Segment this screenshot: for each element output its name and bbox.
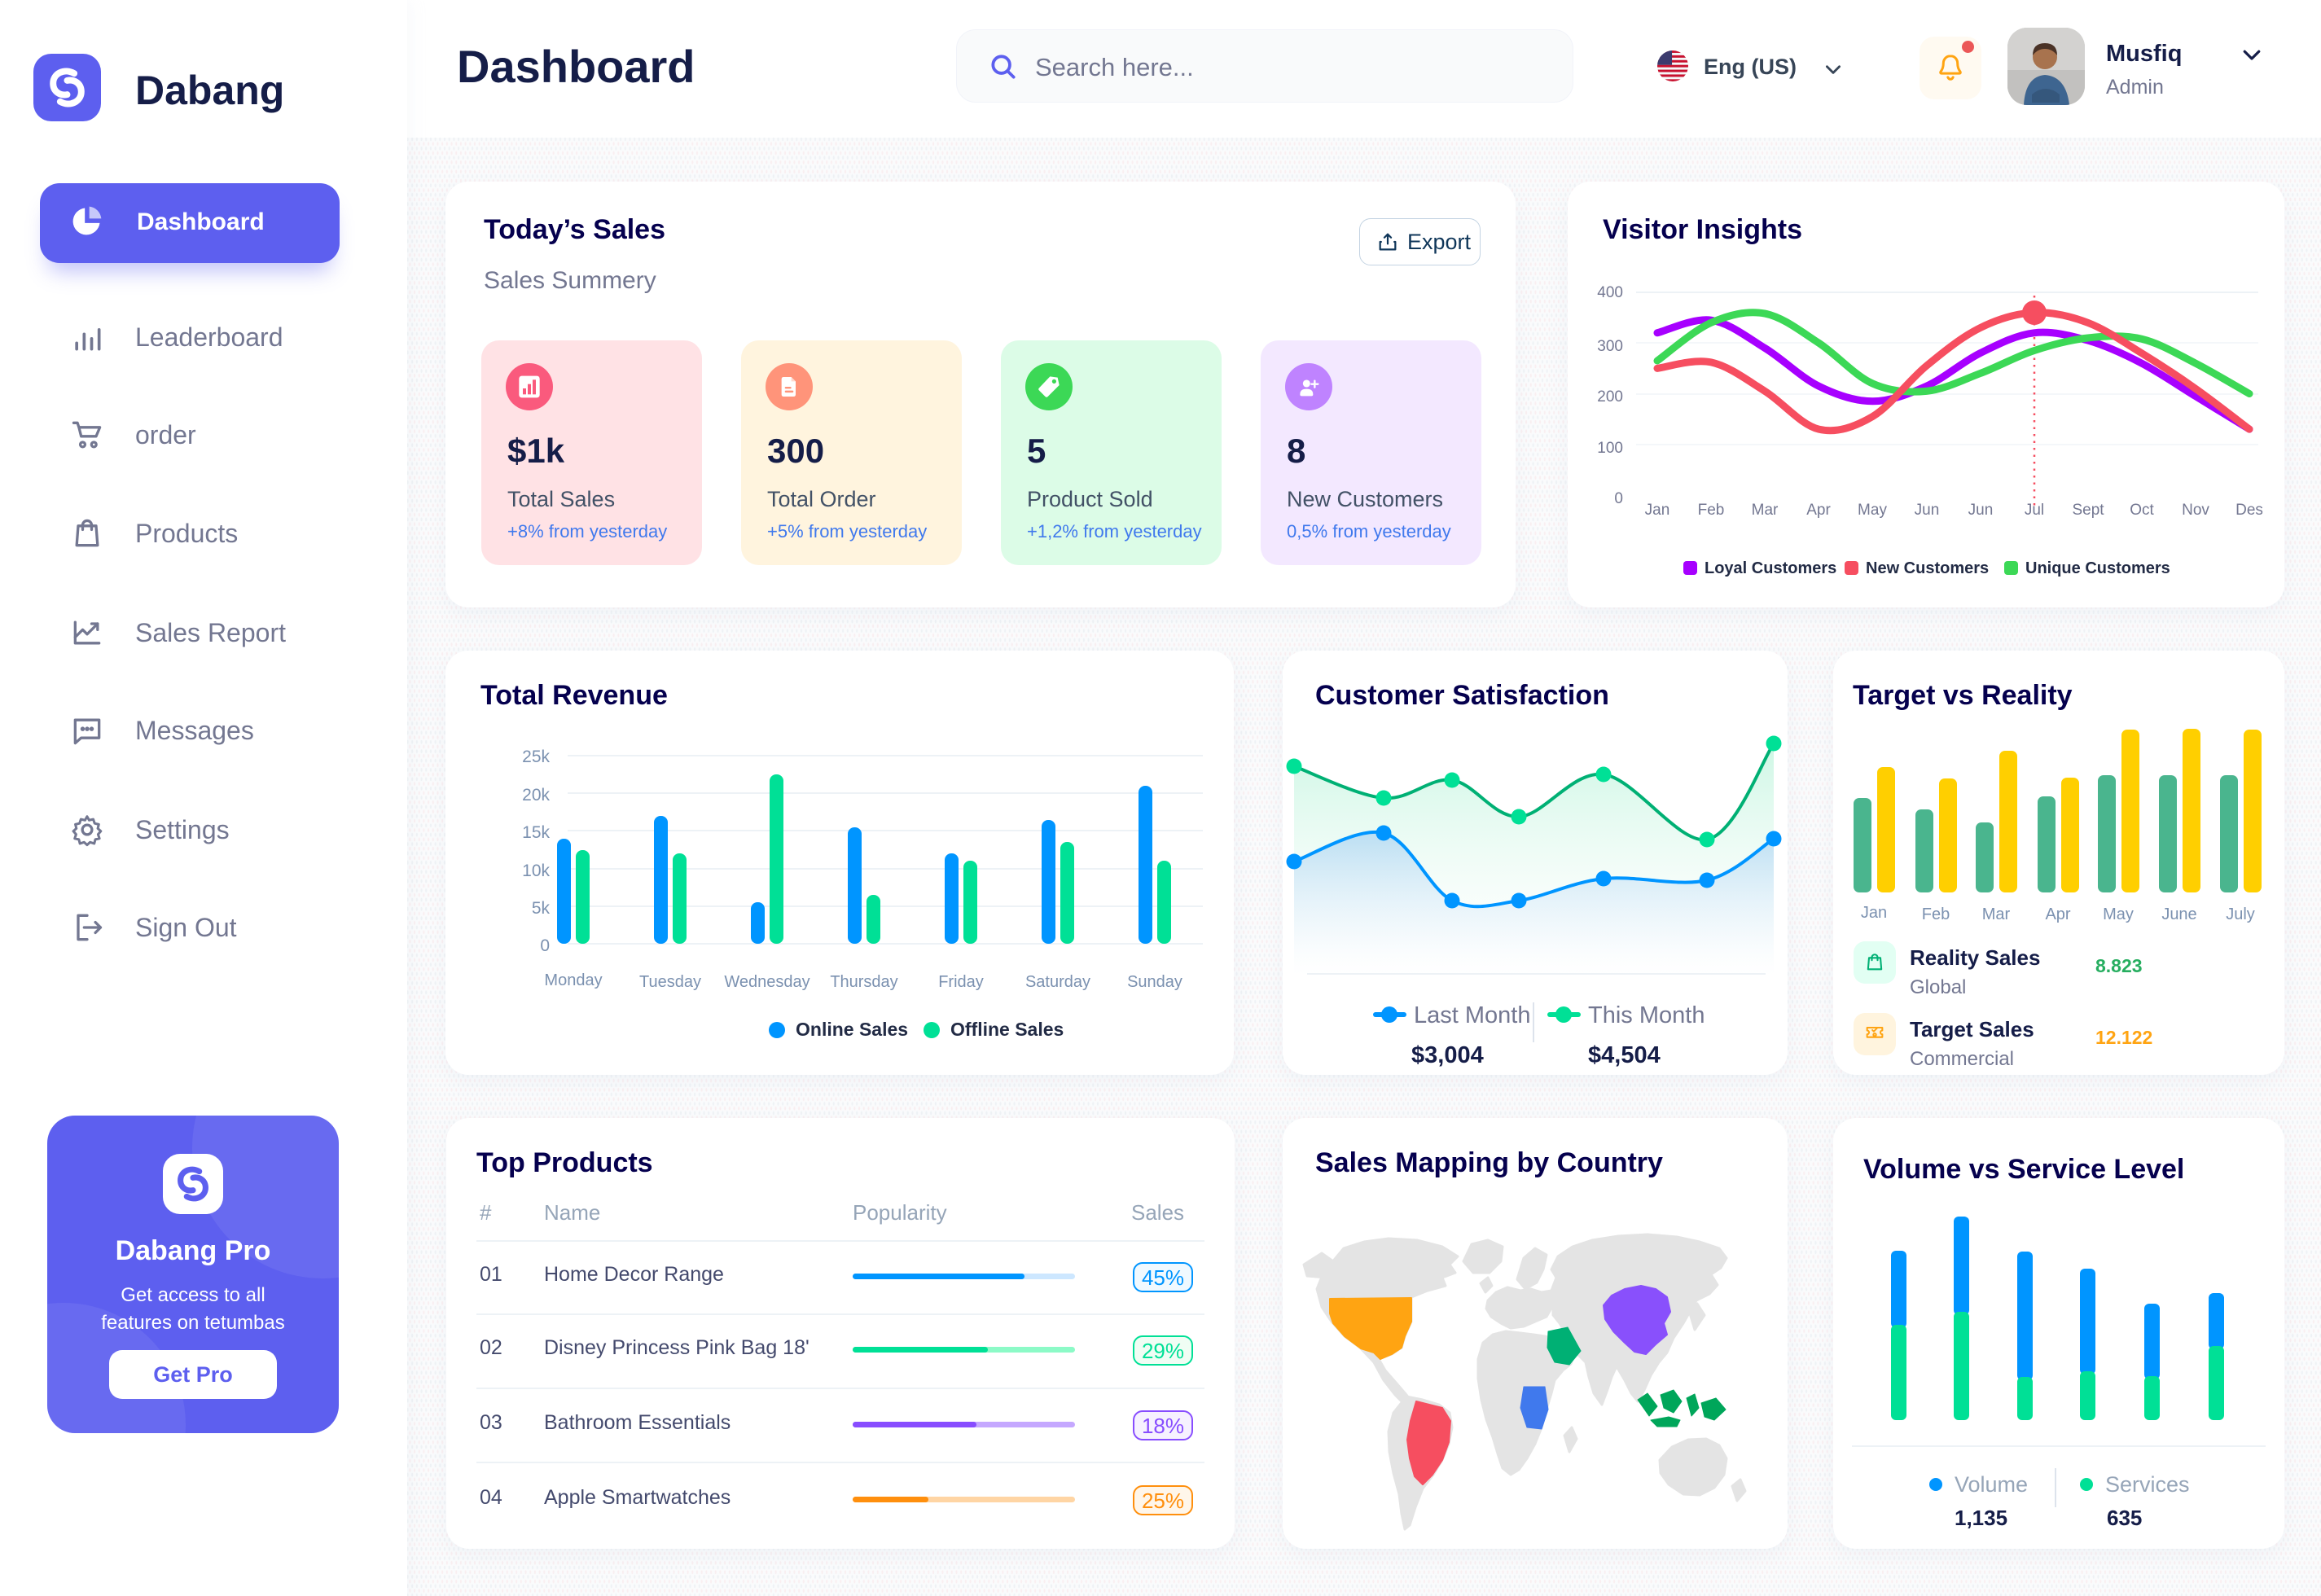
svg-text:Feb: Feb [1922, 905, 1950, 923]
svg-text:Feb: Feb [1698, 502, 1725, 519]
svg-text:Loyal Customers: Loyal Customers [1705, 559, 1836, 577]
svg-text:This Month: This Month [1588, 1002, 1705, 1028]
svg-text:$3,004: $3,004 [1411, 1042, 1484, 1068]
svg-text:Mar: Mar [1982, 905, 2011, 923]
svg-text:100: 100 [1597, 440, 1623, 457]
svg-text:May: May [2103, 905, 2134, 923]
svg-text:Tuesday: Tuesday [639, 973, 701, 991]
svg-text:Last Month: Last Month [1414, 1002, 1530, 1028]
svg-text:Jul: Jul [2025, 502, 2044, 519]
svg-text:Offline Sales: Offline Sales [950, 1019, 1064, 1040]
svg-text:Des: Des [2235, 502, 2263, 519]
svg-text:Saturday: Saturday [1025, 973, 1090, 991]
svg-text:Jun: Jun [1915, 502, 1940, 519]
svg-text:15k: 15k [522, 823, 550, 842]
svg-text:Sunday: Sunday [1127, 973, 1182, 991]
svg-text:$4,504: $4,504 [1588, 1042, 1661, 1068]
svg-text:Nov: Nov [2182, 502, 2209, 519]
svg-text:Wednesday: Wednesday [724, 973, 809, 991]
svg-text:10k: 10k [522, 862, 550, 880]
svg-text:400: 400 [1597, 284, 1623, 301]
svg-text:0: 0 [1614, 490, 1623, 507]
svg-text:0: 0 [540, 936, 550, 955]
svg-text:Online Sales: Online Sales [796, 1019, 908, 1040]
svg-text:Jun: Jun [1968, 502, 1994, 519]
svg-text:200: 200 [1597, 388, 1623, 406]
svg-text:635: 635 [2107, 1506, 2142, 1530]
svg-text:1,135: 1,135 [1955, 1506, 2007, 1530]
svg-text:Thursday: Thursday [830, 973, 897, 991]
svg-text:Friday: Friday [938, 973, 984, 991]
svg-text:300: 300 [1597, 338, 1623, 355]
svg-text:Volume: Volume [1955, 1472, 2028, 1497]
svg-text:Sept: Sept [2072, 502, 2104, 519]
svg-text:Jan: Jan [1861, 904, 1887, 922]
svg-text:June: June [2161, 905, 2196, 923]
svg-text:New Customers: New Customers [1866, 559, 1989, 577]
svg-text:Services: Services [2105, 1472, 2190, 1497]
svg-text:25k: 25k [522, 748, 550, 766]
svg-text:Jan: Jan [1645, 502, 1670, 519]
svg-text:Mar: Mar [1752, 502, 1779, 519]
svg-text:May: May [1858, 502, 1887, 519]
svg-text:5k: 5k [532, 899, 551, 918]
svg-text:Oct: Oct [2130, 502, 2154, 519]
svg-text:Apr: Apr [1806, 502, 1831, 519]
svg-text:Unique Customers: Unique Customers [2025, 559, 2170, 577]
svg-text:20k: 20k [522, 786, 550, 805]
svg-text:July: July [2226, 905, 2255, 923]
svg-text:Monday: Monday [544, 971, 602, 989]
svg-text:Apr: Apr [2045, 905, 2070, 923]
